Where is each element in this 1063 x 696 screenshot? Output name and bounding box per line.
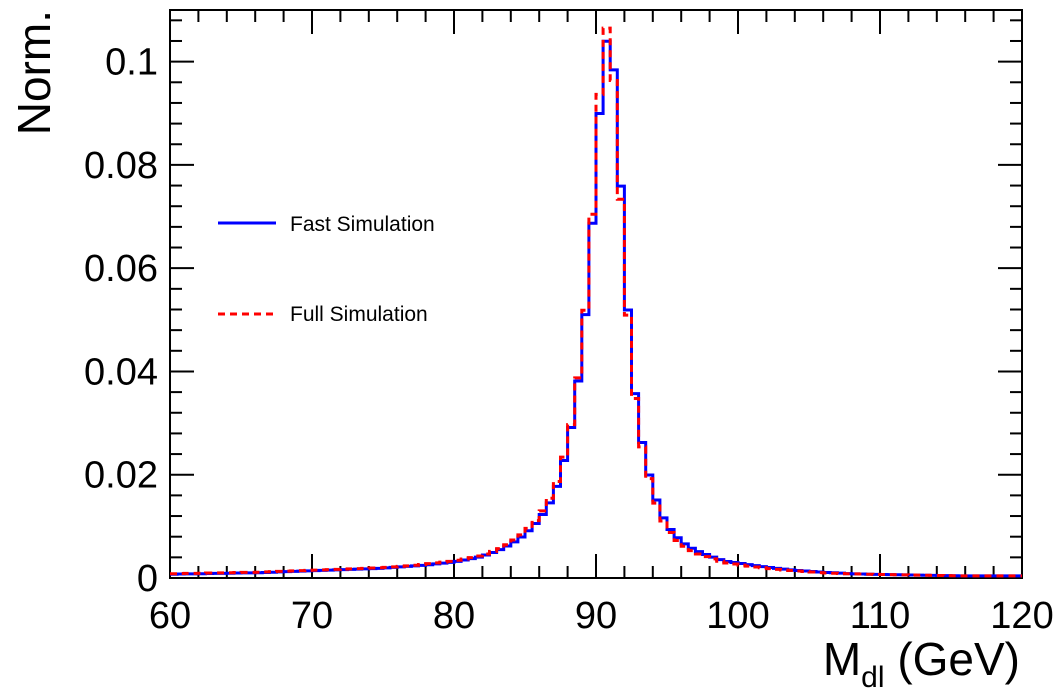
x-axis-title-main: M: [823, 633, 861, 685]
series-layer: [170, 26, 1022, 578]
legend-label-fast: Fast Simulation: [290, 213, 435, 236]
x-tick-label: 70: [291, 595, 333, 637]
x-tick-label: 80: [433, 595, 475, 637]
y-axis-title: Norm.: [8, 10, 60, 135]
x-tick-label: 120: [990, 595, 1053, 637]
x-tick-label: 110: [850, 595, 911, 637]
series-full-simulation: [170, 26, 1022, 578]
x-tick-label: 60: [149, 595, 191, 637]
axis-ticks: [169, 10, 1023, 579]
x-axis-title-unit-text: (GeV): [897, 633, 1020, 685]
y-tick-label: 0.1: [105, 42, 158, 84]
y-tick-label: 0.08: [84, 145, 158, 187]
legend-label-full: Full Simulation: [290, 303, 428, 326]
y-tick-label: 0: [137, 558, 158, 600]
x-axis-title: Mdl (GeV): [823, 633, 1020, 694]
legend: Fast Simulation Full Simulation: [218, 213, 435, 326]
x-axis-title-unit: [885, 633, 898, 685]
y-tick-label: 0.06: [84, 248, 158, 290]
x-tick-label: 90: [575, 595, 617, 637]
x-tick-label: 100: [706, 595, 769, 637]
tick-labels: 60 70 80 90 100 110 120 0 0.02 0.04 0.06 0.08 0.1: [84, 42, 1054, 637]
y-tick-label: 0.02: [84, 455, 158, 497]
x-axis-title-sub: dl: [861, 661, 884, 694]
y-tick-label: 0.04: [84, 351, 158, 393]
